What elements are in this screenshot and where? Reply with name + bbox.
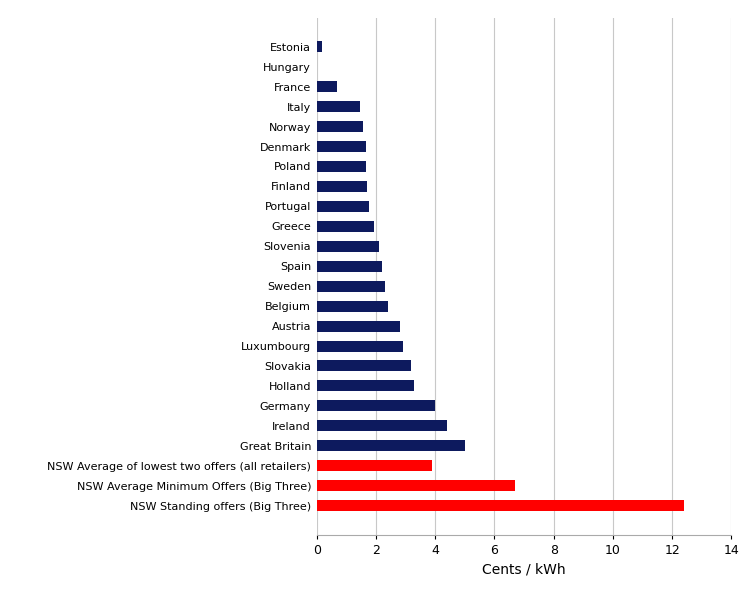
- Bar: [317, 400, 435, 412]
- Bar: [317, 500, 684, 511]
- Bar: [317, 301, 388, 312]
- Bar: [317, 161, 366, 172]
- Bar: [317, 380, 415, 391]
- Bar: [317, 241, 379, 252]
- Bar: [317, 121, 363, 132]
- Bar: [317, 361, 412, 371]
- Bar: [317, 281, 385, 292]
- Bar: [317, 201, 369, 212]
- Bar: [317, 261, 382, 271]
- Bar: [317, 340, 403, 352]
- Bar: [317, 81, 338, 92]
- Bar: [317, 181, 367, 192]
- Bar: [317, 141, 366, 152]
- Bar: [317, 42, 322, 52]
- Bar: [317, 480, 515, 491]
- Bar: [317, 101, 360, 112]
- Bar: [317, 321, 400, 331]
- X-axis label: Cents / kWh: Cents / kWh: [483, 562, 566, 576]
- Bar: [317, 421, 447, 431]
- Bar: [317, 440, 464, 451]
- Bar: [317, 460, 432, 471]
- Bar: [317, 221, 375, 232]
